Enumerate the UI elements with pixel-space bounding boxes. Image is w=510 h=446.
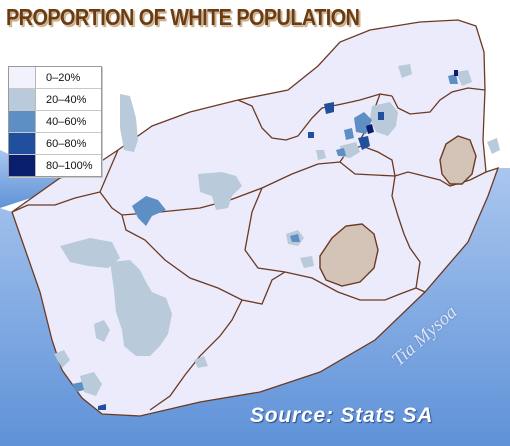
legend-swatch [9, 111, 36, 132]
legend-label: 80–100% [46, 159, 93, 172]
legend-label: 20–40% [46, 93, 87, 106]
regions-40-60 [72, 74, 458, 392]
legend-swatch [9, 155, 36, 176]
legend-swatch [9, 133, 36, 154]
legend-item: 80–100% [9, 155, 101, 176]
regions-80-100 [366, 70, 458, 134]
ocean [0, 168, 510, 446]
legend-item: 20–40% [9, 89, 101, 111]
regions-20-40 [54, 64, 500, 396]
legend-item: 40–60% [9, 111, 101, 133]
legend-swatch [9, 89, 36, 110]
source-label: Source: Stats SA [250, 404, 434, 427]
regions-60-80 [98, 102, 384, 410]
legend-label: 40–60% [46, 115, 87, 128]
legend-item: 60–80% [9, 133, 101, 155]
legend-label: 60–80% [46, 137, 87, 150]
legend-label: 0–20% [46, 71, 81, 84]
legend-item: 0–20% [9, 67, 101, 89]
lesotho [319, 223, 379, 287]
swaziland [439, 135, 477, 185]
map-title: PROPORTION OF WHITE POPULATION [6, 4, 360, 30]
legend: 0–20% 20–40% 40–60% 60–80% 80–100% [8, 66, 102, 177]
legend-swatch [9, 67, 36, 88]
